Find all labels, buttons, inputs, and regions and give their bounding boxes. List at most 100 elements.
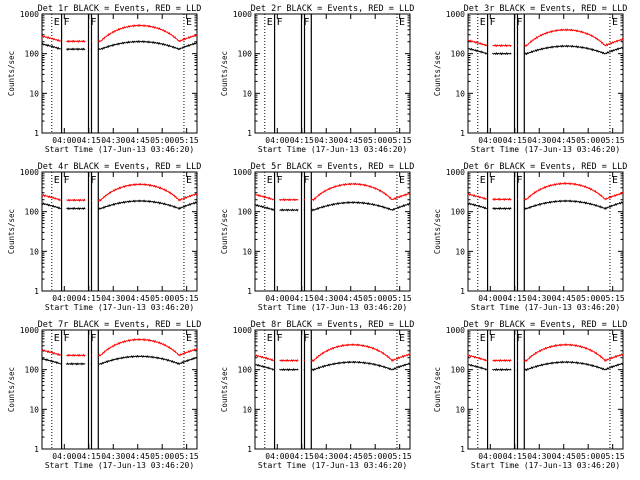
- y-axis-label: Counts/sec: [7, 209, 16, 254]
- x-tick-label: 04:00: [478, 452, 502, 461]
- y-tick-label: 100: [25, 366, 40, 375]
- marker-label: E: [267, 333, 273, 344]
- x-tick-label: 04:45: [552, 136, 576, 145]
- plot-frame: [41, 13, 198, 134]
- x-tick-label: 04:30: [314, 294, 338, 303]
- x-tick-label: 04:00: [478, 294, 502, 303]
- y-tick-label: 100: [238, 366, 253, 375]
- marker-label: F: [277, 17, 283, 28]
- marker-label: F: [517, 333, 523, 344]
- x-axis-label: Start Time (17-Jun-13 03:46:20): [258, 461, 407, 470]
- marker-label: F: [91, 333, 97, 344]
- plot-frame: [254, 171, 411, 292]
- plot-frame: [254, 329, 411, 450]
- x-tick-label: 04:00: [478, 136, 502, 145]
- x-axis-label: Start Time (17-Jun-13 03:46:20): [45, 145, 194, 154]
- marker-label: F: [277, 333, 283, 344]
- event-rate-series: [254, 360, 411, 372]
- x-tick-label: 05:15: [175, 294, 199, 303]
- lld-rate-series: [41, 338, 198, 357]
- y-axis-label: Counts/sec: [7, 367, 16, 412]
- x-tick-label: 04:00: [265, 136, 289, 145]
- panel-det-3: Det 3r BLACK = Events, RED = LLD 1 10 100 10…: [433, 4, 627, 154]
- x-tick-label: 04:15: [290, 452, 314, 461]
- y-tick-label: 100: [25, 50, 40, 59]
- x-tick-label: 04:30: [101, 136, 125, 145]
- marker-label: E: [612, 333, 618, 344]
- y-tick-label: 1000: [20, 168, 39, 177]
- x-tick-label: 04:15: [503, 452, 527, 461]
- lld-rate-series: [254, 343, 411, 363]
- y-axis-label: Counts/sec: [433, 209, 442, 254]
- marker-label: F: [91, 17, 97, 28]
- panel-title: Det 8r BLACK = Events, RED = LLD: [251, 320, 415, 330]
- x-tick-label: 04:00: [265, 294, 289, 303]
- y-tick-label: 1000: [233, 168, 252, 177]
- x-tick-label: 05:00: [150, 294, 174, 303]
- x-axis-label: Start Time (17-Jun-13 03:46:20): [471, 461, 620, 470]
- panel-det-7: Det 7r BLACK = Events, RED = LLD 1 10 100 10…: [7, 320, 201, 470]
- y-tick-label: 1: [460, 445, 465, 454]
- x-tick-label: 04:15: [77, 136, 101, 145]
- y-tick-label: 1: [460, 287, 465, 296]
- panel-title: Det 3r BLACK = Events, RED = LLD: [464, 4, 628, 14]
- x-tick-label: 04:15: [77, 452, 101, 461]
- x-tick-label: 05:15: [601, 294, 625, 303]
- x-tick-label: 04:45: [126, 136, 150, 145]
- y-tick-label: 10: [455, 89, 465, 98]
- marker-label: F: [64, 17, 70, 28]
- plot-frame: [467, 171, 624, 292]
- x-axis-label: Start Time (17-Jun-13 03:46:20): [471, 145, 620, 154]
- x-tick-label: 05:15: [388, 136, 412, 145]
- y-tick-label: 1000: [20, 326, 39, 335]
- x-tick-label: 04:30: [527, 452, 551, 461]
- x-tick-label: 05:15: [388, 452, 412, 461]
- lld-rate-series: [467, 343, 624, 363]
- y-tick-label: 100: [25, 208, 40, 217]
- marker-label: F: [517, 175, 523, 186]
- panel-title: Det 7r BLACK = Events, RED = LLD: [38, 320, 202, 330]
- x-tick-label: 04:15: [290, 136, 314, 145]
- y-tick-label: 1000: [233, 10, 252, 19]
- x-tick-label: 04:15: [503, 294, 527, 303]
- panel-title: Det 9r BLACK = Events, RED = LLD: [464, 320, 628, 330]
- x-axis-label: Start Time (17-Jun-13 03:46:20): [45, 461, 194, 470]
- lld-rate-series: [467, 182, 624, 201]
- x-tick-label: 05:00: [363, 136, 387, 145]
- marker-label: E: [267, 175, 273, 186]
- x-tick-label: 04:15: [290, 294, 314, 303]
- lld-rate-series: [467, 28, 624, 48]
- marker-label: E: [54, 333, 60, 344]
- y-axis-label: Counts/sec: [433, 367, 442, 412]
- x-axis-label: Start Time (17-Jun-13 03:46:20): [258, 145, 407, 154]
- marker-label: E: [480, 175, 486, 186]
- y-axis-label: Counts/sec: [220, 367, 229, 412]
- y-tick-label: 1: [460, 129, 465, 138]
- y-tick-label: 100: [451, 208, 466, 217]
- x-tick-label: 04:00: [52, 294, 76, 303]
- x-tick-label: 05:15: [175, 452, 199, 461]
- marker-label: E: [480, 333, 486, 344]
- plot-frame: [467, 13, 624, 134]
- x-tick-label: 04:30: [101, 452, 125, 461]
- x-tick-label: 05:00: [363, 452, 387, 461]
- panel-det-1: Det 1r BLACK = Events, RED = LLD 1 10 100 10…: [7, 4, 201, 154]
- y-tick-label: 10: [242, 247, 252, 256]
- panel-det-2: Det 2r BLACK = Events, RED = LLD 1 10 100 10…: [220, 4, 414, 154]
- marker-label: F: [304, 175, 310, 186]
- lld-rate-series: [41, 24, 198, 43]
- marker-label: E: [54, 175, 60, 186]
- x-tick-label: 04:45: [339, 136, 363, 145]
- marker-label: E: [267, 17, 273, 28]
- panel-det-8: Det 8r BLACK = Events, RED = LLD 1 10 100 10…: [220, 320, 414, 470]
- x-tick-label: 04:00: [52, 136, 76, 145]
- x-tick-label: 04:30: [527, 294, 551, 303]
- x-tick-label: 04:45: [126, 294, 150, 303]
- x-tick-label: 04:30: [527, 136, 551, 145]
- y-axis-label: Counts/sec: [220, 209, 229, 254]
- x-tick-label: 05:15: [388, 294, 412, 303]
- y-tick-label: 1000: [446, 10, 465, 19]
- x-tick-label: 04:00: [265, 452, 289, 461]
- event-rate-series: [467, 44, 624, 56]
- x-tick-label: 05:15: [175, 136, 199, 145]
